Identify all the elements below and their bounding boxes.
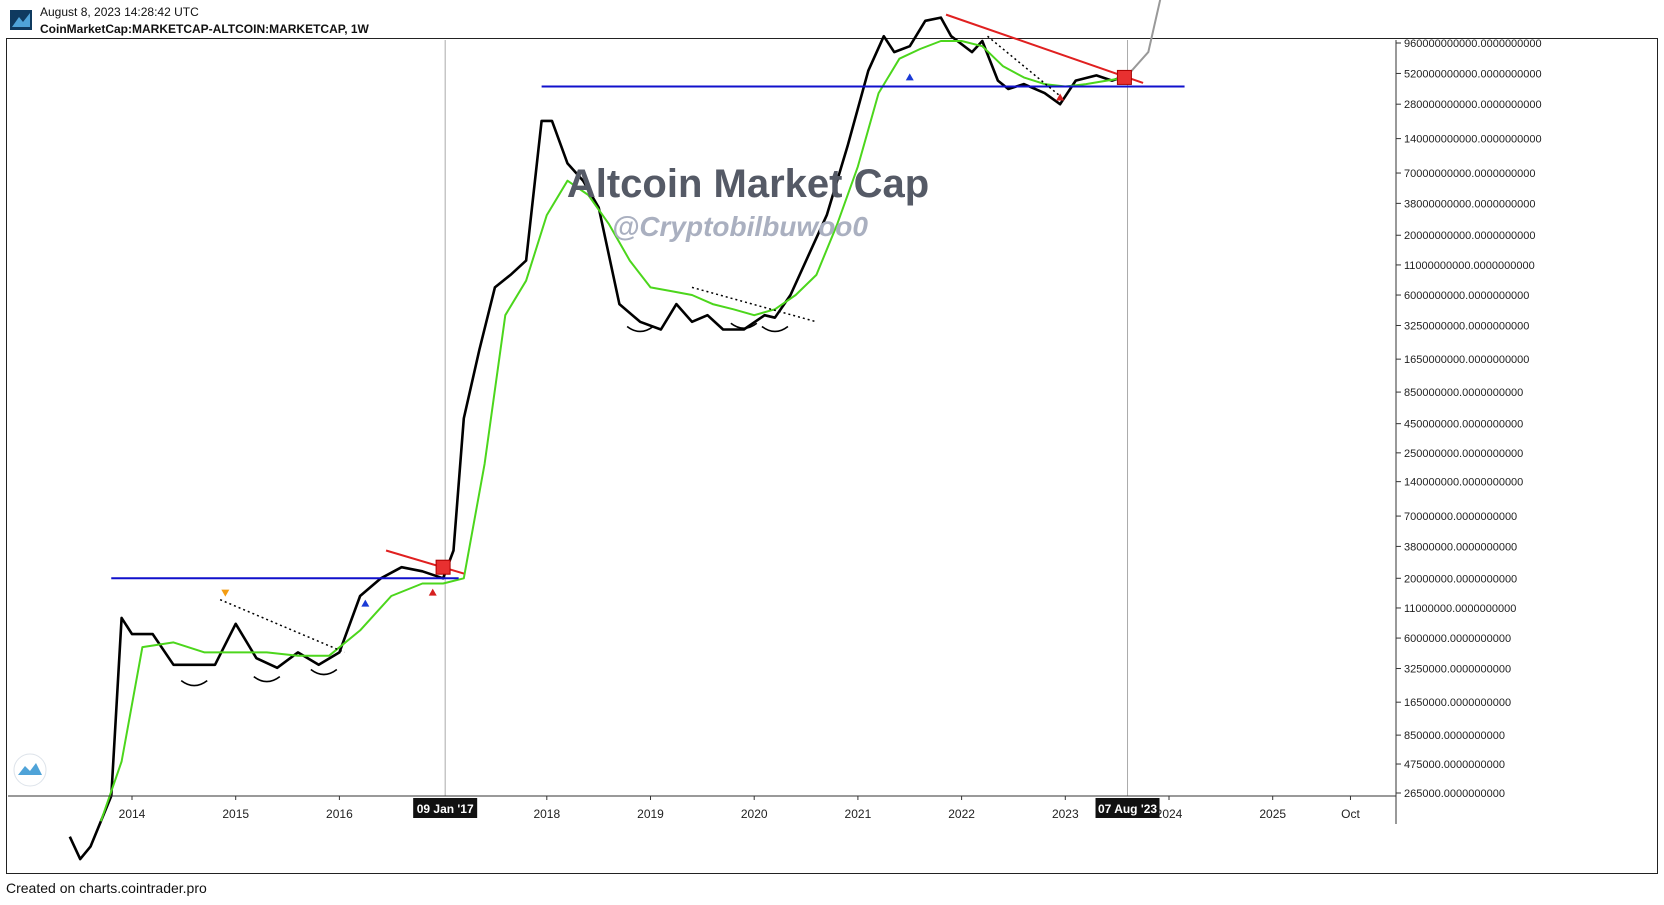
y-tick-label: 850000000.0000000000	[1404, 387, 1523, 399]
y-tick-label: 3250000000.0000000000	[1404, 320, 1529, 332]
y-axis: 960000000000.0000000000 520000000000.0000…	[1395, 38, 1542, 824]
trendline-dotted	[219, 598, 345, 654]
y-tick-label: 38000000.0000000000	[1404, 541, 1517, 553]
x-tick-label: 2016	[326, 807, 353, 821]
y-tick-label: 11000000000.0000000000	[1404, 260, 1535, 272]
trendline-dotted	[691, 286, 817, 323]
y-tick-label: 3250000.0000000000	[1404, 664, 1511, 676]
projection-series-line	[1126, 0, 1162, 77]
bottom-arc	[730, 322, 758, 330]
breakout-marker	[435, 559, 451, 575]
y-tick-label: 20000000.0000000000	[1404, 573, 1517, 585]
y-tick-label: 6000000000.0000000000	[1404, 290, 1529, 302]
y-tick-label: 20000000000.0000000000	[1404, 230, 1536, 242]
y-tick-label: 850000.0000000000	[1404, 730, 1505, 742]
signal-up-triangle	[361, 599, 370, 607]
price-series-line	[68, 16, 1128, 861]
x-tick-label: 2022	[948, 807, 975, 821]
x-axis: 2014 2015 2016 2018 2019 2020 2021 2022 2023 2024…	[8, 795, 1396, 821]
bottom-arc	[626, 325, 654, 333]
bottom-arc	[761, 325, 789, 333]
x-highlight-badge	[413, 798, 478, 818]
trendline-dotted	[987, 35, 1061, 97]
y-tick-label: 140000000000.0000000000	[1404, 134, 1542, 146]
x-highlight-label: 09 Jan '17	[417, 802, 474, 816]
signal-down-triangle	[221, 589, 230, 597]
reset-chart-button[interactable]	[13, 753, 47, 787]
chart-frame[interactable]	[6, 38, 1658, 874]
y-tick-label: 250000000.0000000000	[1404, 448, 1523, 460]
signal-up-triangle	[428, 588, 437, 596]
y-tick-label: 280000000000.0000000000	[1404, 99, 1542, 111]
bottom-arc	[310, 668, 338, 676]
chart-title: Altcoin Market Cap	[567, 162, 929, 206]
x-highlight-badge	[1095, 798, 1160, 818]
y-tick-label: 960000000000.0000000000	[1404, 38, 1542, 50]
footer-credit: Created on charts.cointrader.pro	[6, 880, 207, 896]
symbol-label: CoinMarketCap:MARKETCAP-ALTCOIN:MARKETCA…	[40, 22, 369, 36]
resistance-line	[945, 13, 1144, 84]
chart-annotations	[111, 13, 1185, 687]
x-tick-label: 2019	[637, 807, 664, 821]
x-tick-label: 2024	[1156, 807, 1183, 821]
x-tick-label: 2023	[1052, 807, 1079, 821]
x-tick-label: 2014	[119, 807, 146, 821]
chart-guides	[444, 40, 1129, 796]
y-tick-label: 475000.0000000000	[1404, 759, 1505, 771]
y-tick-label: 70000000.0000000000	[1404, 511, 1517, 523]
chart-header: August 8, 2023 14:28:42 UTC CoinMarketCa…	[0, 0, 1664, 40]
x-tick-label: 2015	[222, 807, 249, 821]
y-tick-label: 38000000000.0000000000	[1404, 198, 1536, 210]
x-tick-label: 2018	[533, 807, 560, 821]
x-highlight-label: 07 Aug '23	[1098, 802, 1157, 816]
cointrader-logo-icon	[10, 10, 32, 30]
signal-up-triangle	[905, 73, 914, 81]
timestamp: August 8, 2023 14:28:42 UTC	[40, 5, 199, 19]
resistance-line	[385, 549, 465, 575]
signal-up-triangle	[1056, 93, 1065, 101]
chart-series	[68, 0, 1162, 861]
x-tick-label: 2021	[845, 807, 872, 821]
y-tick-label: 450000000.0000000000	[1404, 419, 1523, 431]
y-tick-label: 140000000.0000000000	[1404, 477, 1523, 489]
y-tick-label: 11000000.0000000000	[1404, 603, 1516, 615]
y-tick-label: 1650000000.0000000000	[1404, 354, 1529, 366]
y-tick-label: 6000000.0000000000	[1404, 633, 1511, 645]
x-tick-label: 2025	[1259, 807, 1286, 821]
y-tick-label: 265000.0000000000	[1404, 788, 1505, 800]
y-tick-label: 70000000000.0000000000	[1404, 168, 1536, 180]
bottom-arc	[253, 675, 281, 683]
bottom-arc	[180, 679, 208, 687]
ema-series-line	[99, 40, 1128, 822]
y-tick-label: 520000000000.0000000000	[1404, 68, 1542, 80]
x-tick-label: 2020	[741, 807, 768, 821]
y-tick-label: 1650000.0000000000	[1404, 697, 1511, 709]
breakout-marker	[1116, 69, 1132, 85]
x-tick-label: Oct	[1341, 807, 1360, 821]
chart-subtitle: @Cryptobilbuwoo0	[612, 211, 868, 242]
